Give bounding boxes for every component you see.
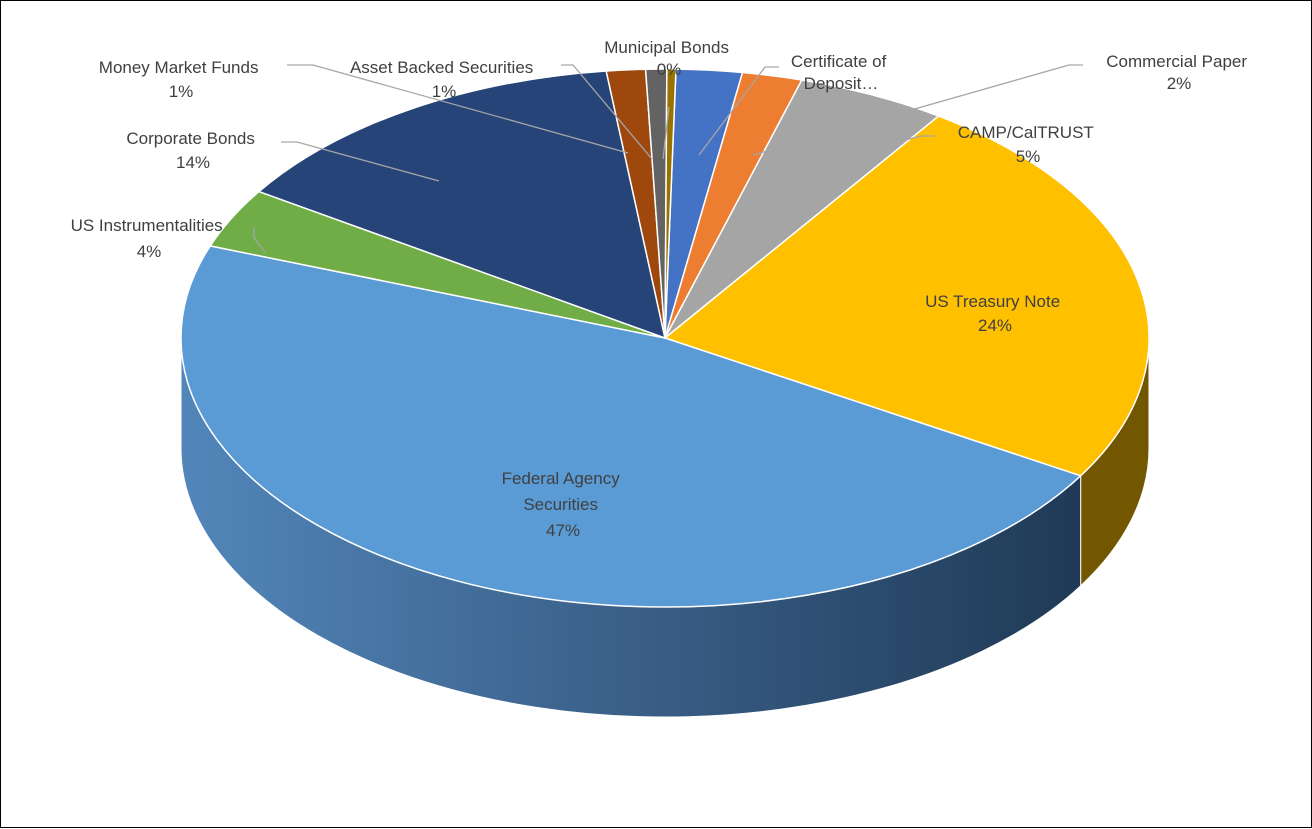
- slice-label-camp-caltrust: CAMP/CalTRUST 5%: [958, 123, 1098, 166]
- leader-line-money-market-funds: [287, 64, 629, 154]
- slice-label-municipal-bonds: Municipal Bonds 0%: [604, 38, 733, 79]
- leader-line-certificate-of-deposit: [698, 66, 779, 156]
- slice-us-treasury-note: [664, 115, 1150, 477]
- slice-label-asset-backed-securities: Asset Backed Securities 1%: [350, 58, 538, 101]
- leader-line-commercial-paper: [752, 64, 1083, 156]
- slice-label-corporate-bonds: Corporate Bonds 14%: [126, 129, 259, 172]
- slice-corporate-bonds: [258, 70, 666, 339]
- slice-label-money-market-funds: Money Market Funds 1%: [99, 58, 263, 101]
- leader-line-asset-backed-securities: [561, 64, 653, 160]
- slice-municipal-bonds: [664, 68, 677, 339]
- slice-label-commercial-paper: Commercial Paper 2%: [1106, 52, 1252, 93]
- leader-line-municipal-bonds: [662, 106, 670, 160]
- slice-camp-caltrust: [664, 79, 940, 339]
- slice-label-federal-agency-securities: Federal Agency Securities 47%: [502, 469, 625, 540]
- leader-line-corporate-bonds: [281, 141, 440, 182]
- leader-line-camp-caltrust: [816, 135, 935, 164]
- slice-label-us-treasury-note: US Treasury Note 24%: [925, 292, 1065, 335]
- leader-line-us-instrumentalities: [253, 227, 266, 253]
- slice-label-certificate-of-deposit: Certificate of Deposit…: [791, 52, 891, 93]
- slice-federal-agency-securities: [180, 245, 1082, 608]
- slice-label-us-instrumentalities: US Instrumentalities 4%: [71, 216, 228, 261]
